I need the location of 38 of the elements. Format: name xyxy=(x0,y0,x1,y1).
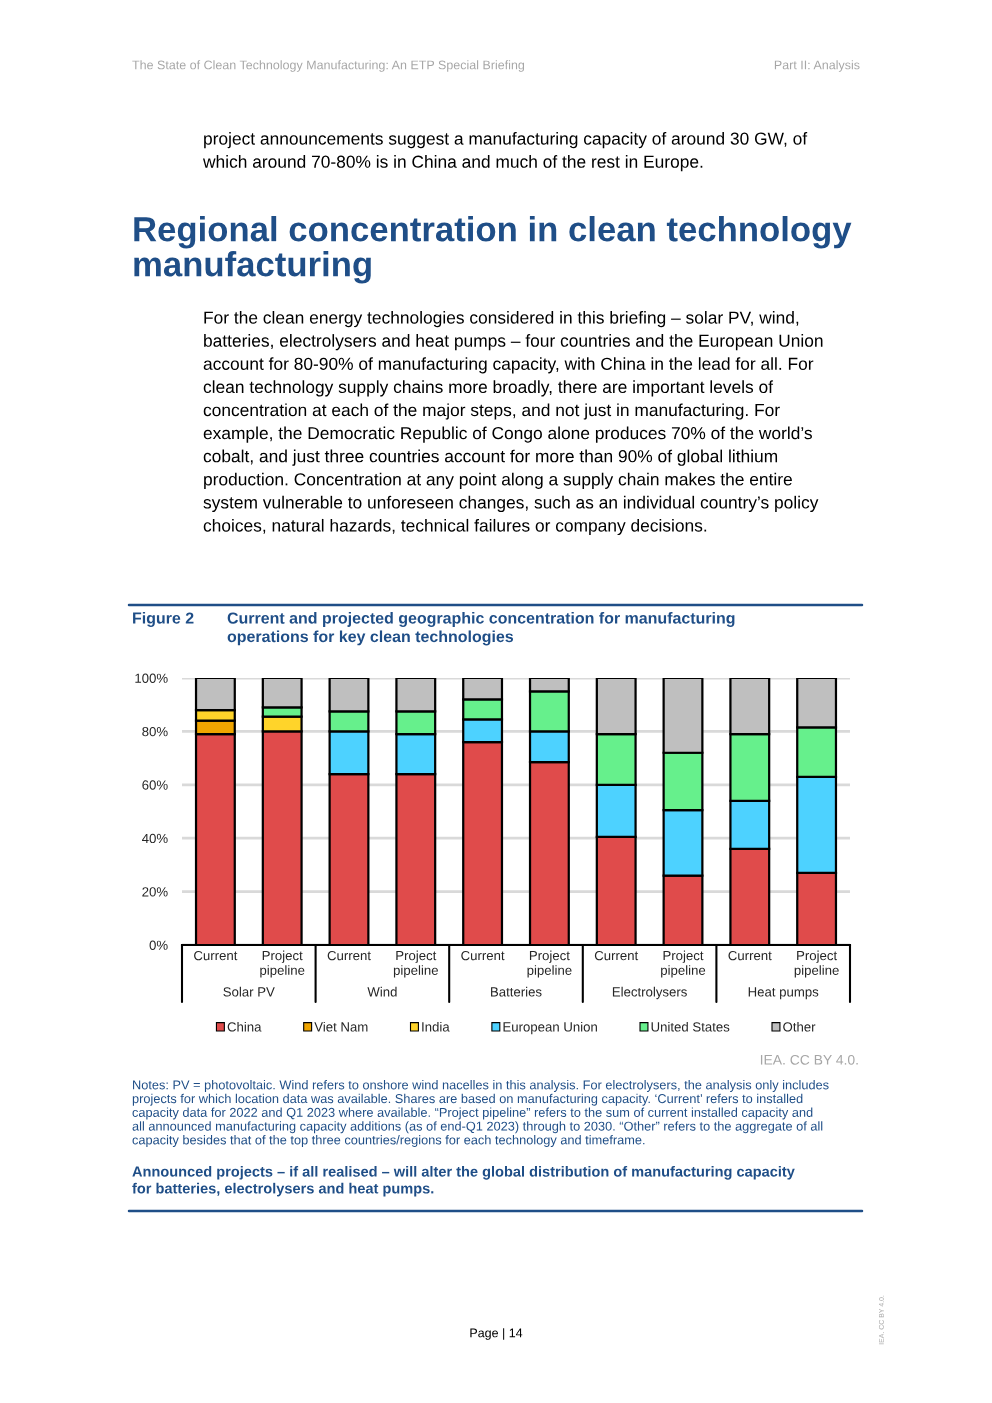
text: Electrolysers xyxy=(612,986,687,1000)
x-tick-label: Project pipeline xyxy=(794,950,839,978)
x-tick-label: Current xyxy=(327,950,371,961)
y-tick-label: 60% xyxy=(142,780,168,790)
text: Notes: PV = photovoltaic. Wind refers to onshore wind nacelles in this analysis. For electrolysers, the analysis only includes projects for which location data was available. Shares are based on manufacturing capacity. ‘Current’ refers to installed capacity data for 2022 and Q1 2023 where available. “Project pipeline” refers to the sum of current installed capacity and all announced manufacturing capacity additions (as of end-Q1 2023) through to 2030. “Other” refers to the aggregate of all capacity besides that of the top three countries/regions for each technology and timeframe. xyxy=(132,1080,829,1147)
legend-label: India xyxy=(422,1021,450,1032)
text: Solar PV xyxy=(223,986,275,997)
x-tick-label: Project pipeline xyxy=(527,950,572,978)
text: project announcements suggest a manufacturing capacity of around 30 GW, of which around 70-80% is in China and much of the rest in Europe. xyxy=(202,132,808,172)
x-tick-label: Current xyxy=(194,950,238,961)
y-tick-label: 40% xyxy=(142,833,168,844)
x-tick-label: Current xyxy=(728,950,772,961)
text: The State of Clean Technology Manufacturing: An ETP Special Briefing xyxy=(132,60,525,72)
legend-label: European Union xyxy=(503,1021,597,1035)
text: Heat pumps xyxy=(748,987,819,1000)
text: Part II: Analysis xyxy=(774,60,860,72)
caption: Figure 2 xyxy=(133,612,194,627)
y-tick-label: 80% xyxy=(142,726,168,737)
y-tick-label: 100% xyxy=(135,673,168,683)
legend-label: United States xyxy=(651,1021,730,1032)
legend-label: Other xyxy=(783,1021,816,1032)
text: Regional concentration in clean technology manufacturing xyxy=(134,216,852,284)
text: Page | 14 xyxy=(470,1328,523,1340)
chart-title: Current and projected geographic concentration for manufacturing operations for key clean technologies xyxy=(227,612,735,646)
legend-label: Viet Nam xyxy=(314,1021,368,1032)
y-tick-label: 20% xyxy=(142,887,168,897)
text: Announced projects – if all realised – will alter the global distribution of manufacturing capacity for batteries, electrolysers and heat pumps. xyxy=(132,1166,795,1197)
x-tick-label: Project pipeline xyxy=(393,950,438,978)
text: Batteries xyxy=(491,986,542,997)
x-tick-label: Project pipeline xyxy=(661,950,706,978)
x-tick-label: Project pipeline xyxy=(260,950,305,978)
y-tick-label: 0% xyxy=(149,940,168,950)
text: IEA. CC BY 4.0. xyxy=(760,1054,858,1065)
text: Wind xyxy=(367,986,397,997)
x-tick-label: Current xyxy=(594,950,639,961)
text: For the clean energy technologies considered in this briefing – solar PV, wind, batteries, electrolysers and heat pumps – four countries and the European Union account for 80-90% of manufacturing capacity, with China in the lead for all. For clean technology supply chains more broadly, there are important levels of concentration at each of the major steps, and not just in manufacturing. For example, the Democratic Republic of Congo alone produces 70% of the world’s cobalt, and just three countries account for more than 90% of global lithium production. Concentration at any point along a supply chain makes the entire system vulnerable to unforeseen changes, such as an individual country’s policy choices, natural hazards, technical failures or company decisions. xyxy=(203,311,823,536)
x-tick-label: Current xyxy=(461,950,505,961)
legend-label: China xyxy=(227,1021,262,1032)
